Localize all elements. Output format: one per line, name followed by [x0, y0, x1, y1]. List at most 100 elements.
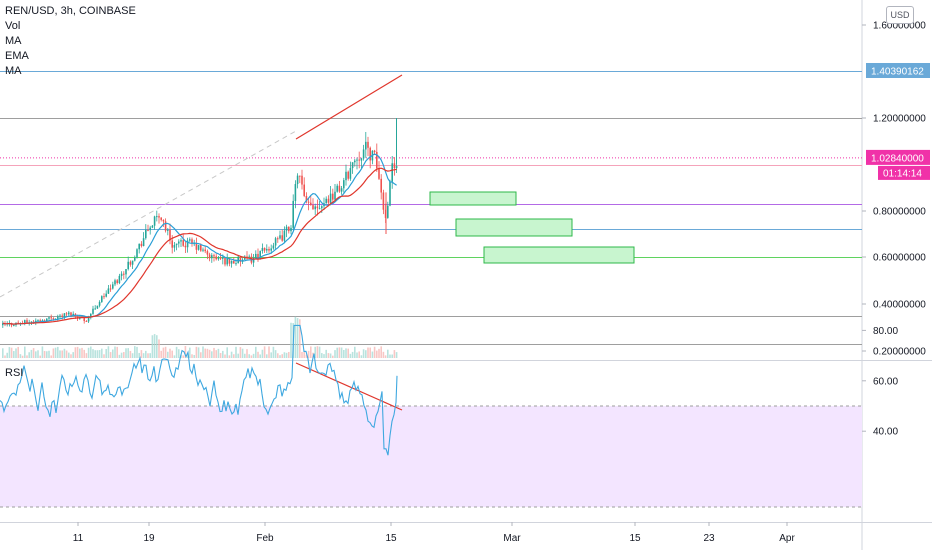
volume-bar — [142, 353, 145, 358]
rsi-tick-label: 60.00 — [873, 376, 898, 387]
volume-bar — [87, 347, 90, 358]
candle-body — [310, 202, 312, 206]
candle-body — [312, 205, 314, 210]
candle-body — [193, 243, 195, 245]
volume-bar — [149, 353, 151, 358]
candle-body — [180, 240, 182, 242]
volume-bar — [140, 350, 143, 358]
volume-bar — [365, 350, 367, 358]
volume-bar — [39, 355, 41, 358]
dashed-trendline — [0, 130, 297, 298]
volume-bar — [211, 351, 213, 358]
candle-body — [134, 257, 136, 261]
volume-bar — [323, 354, 325, 358]
candle-body — [125, 269, 127, 275]
candle-body — [175, 243, 178, 246]
legend-ma-2[interactable]: MA — [5, 65, 22, 77]
volume-bar — [285, 352, 288, 358]
volume-bar — [28, 352, 30, 358]
candle-body — [57, 316, 59, 319]
candle-body — [362, 149, 365, 159]
legend-symbol[interactable]: REN/USD, 3h, COINBASE — [5, 5, 136, 17]
candle-body — [61, 315, 63, 317]
level-price-tag-text: 1.40390162 — [871, 67, 924, 78]
volume-bar — [136, 346, 138, 358]
candle-body — [208, 254, 211, 259]
target-zone — [429, 191, 517, 206]
candle-body — [167, 229, 169, 231]
volume-bar — [296, 318, 299, 358]
candle-body — [288, 226, 290, 232]
candle-body — [334, 191, 336, 200]
volume-bar — [384, 355, 387, 358]
volume-bar — [358, 351, 360, 358]
volume-bar — [169, 348, 171, 358]
volume-bar — [116, 346, 118, 358]
legend-ema[interactable]: EMA — [5, 50, 29, 62]
candle-body — [65, 313, 68, 315]
volume-bar — [120, 352, 123, 358]
volume-bar — [261, 349, 264, 358]
volume-bar — [193, 354, 195, 358]
currency-button[interactable]: USD — [886, 6, 914, 24]
price-axis[interactable]: 1.60000000 1.20000000 0.80000000 0.60000000… — [862, 21, 926, 438]
candle-body — [83, 317, 85, 321]
drawings[interactable] — [0, 74, 635, 411]
volume-bar — [41, 346, 44, 358]
rsi-series — [0, 324, 398, 456]
candle-body — [46, 318, 48, 322]
volume-bar — [70, 354, 72, 358]
volume-bar — [321, 353, 323, 358]
candle-body — [142, 238, 145, 247]
volume-bar — [228, 355, 231, 358]
volume-bar — [235, 346, 237, 358]
candle-body — [233, 261, 235, 264]
candle-body — [87, 316, 90, 322]
volume-bar — [68, 352, 70, 358]
volume-bar — [109, 352, 112, 358]
volume-bar — [96, 350, 99, 358]
candle-body — [340, 188, 343, 192]
countdown-tag — [878, 165, 930, 180]
legend-vol[interactable]: Vol — [5, 20, 21, 32]
volume-bar — [380, 346, 382, 358]
time-axis[interactable]: 11 19 Feb 15 Mar 15 23 Apr — [73, 522, 796, 544]
candle-body — [96, 305, 99, 309]
legend-ma[interactable]: MA — [5, 35, 22, 47]
candle-body — [173, 245, 176, 248]
volume-bar — [233, 354, 235, 358]
candle-body — [153, 216, 156, 226]
candle-body — [103, 296, 105, 298]
ema-line — [2, 167, 397, 325]
volume-bar — [57, 346, 59, 358]
rsi-legend[interactable]: RSI — [5, 367, 24, 379]
volume-bar — [186, 353, 189, 358]
volume-bar — [208, 349, 211, 358]
candle-body — [160, 217, 162, 220]
volume-bar — [356, 352, 358, 358]
candle-body — [248, 256, 250, 258]
candles — [2, 118, 398, 328]
volume-bar — [301, 351, 303, 358]
candle-body — [169, 229, 171, 241]
candle-body — [13, 325, 15, 327]
volume-bar — [19, 354, 22, 358]
target-zone — [455, 218, 573, 237]
volume-bar — [85, 353, 88, 358]
volume-bar — [272, 346, 275, 358]
candle-body — [211, 255, 213, 259]
last-price-tag — [866, 149, 930, 165]
price-tags: 1.40390162 1.02840000 01:14:14 — [866, 63, 930, 180]
target-zone — [483, 246, 635, 264]
volume-bar — [153, 334, 156, 358]
volume-bar — [391, 354, 393, 358]
volume-bar — [112, 349, 114, 358]
volume-bar — [98, 350, 101, 358]
candle-body — [283, 230, 286, 241]
candle-body — [329, 193, 332, 203]
level-price-tag — [866, 63, 930, 78]
volume-bar — [305, 354, 308, 358]
volume-bar — [241, 348, 244, 358]
candle-body — [158, 216, 160, 218]
